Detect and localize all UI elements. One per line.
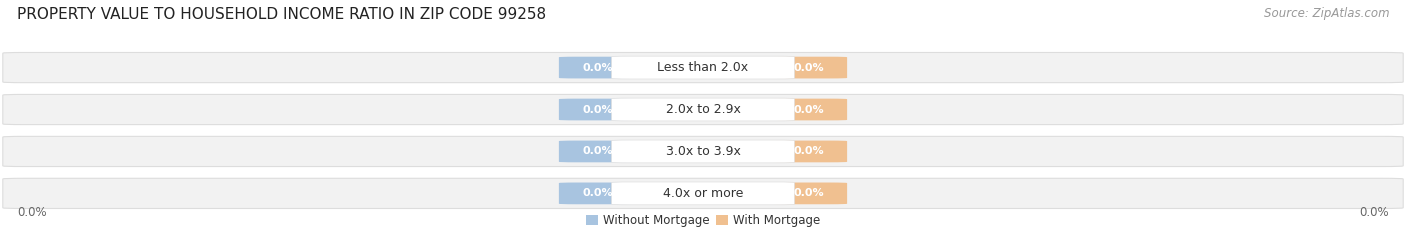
Text: 0.0%: 0.0%	[793, 105, 824, 114]
Text: 0.0%: 0.0%	[793, 147, 824, 156]
Text: 4.0x or more: 4.0x or more	[662, 187, 744, 200]
FancyBboxPatch shape	[612, 98, 794, 121]
Text: 0.0%: 0.0%	[1360, 206, 1389, 219]
Text: 0.0%: 0.0%	[793, 188, 824, 198]
FancyBboxPatch shape	[560, 140, 636, 162]
FancyBboxPatch shape	[560, 57, 636, 79]
FancyBboxPatch shape	[3, 94, 1403, 125]
Text: 0.0%: 0.0%	[582, 105, 613, 114]
Text: 0.0%: 0.0%	[582, 188, 613, 198]
Text: 0.0%: 0.0%	[17, 206, 46, 219]
Text: 3.0x to 3.9x: 3.0x to 3.9x	[665, 145, 741, 158]
FancyBboxPatch shape	[770, 57, 846, 79]
FancyBboxPatch shape	[3, 136, 1403, 167]
Text: 2.0x to 2.9x: 2.0x to 2.9x	[665, 103, 741, 116]
FancyBboxPatch shape	[770, 99, 846, 120]
FancyBboxPatch shape	[770, 140, 846, 162]
Text: 0.0%: 0.0%	[582, 63, 613, 72]
Text: Less than 2.0x: Less than 2.0x	[658, 61, 748, 74]
Legend: Without Mortgage, With Mortgage: Without Mortgage, With Mortgage	[586, 214, 820, 227]
FancyBboxPatch shape	[612, 182, 794, 205]
FancyBboxPatch shape	[3, 52, 1403, 83]
FancyBboxPatch shape	[3, 178, 1403, 209]
Text: 0.0%: 0.0%	[582, 147, 613, 156]
FancyBboxPatch shape	[612, 56, 794, 79]
FancyBboxPatch shape	[770, 182, 846, 204]
Text: 0.0%: 0.0%	[793, 63, 824, 72]
FancyBboxPatch shape	[612, 140, 794, 163]
FancyBboxPatch shape	[560, 99, 636, 120]
Text: Source: ZipAtlas.com: Source: ZipAtlas.com	[1264, 7, 1389, 20]
FancyBboxPatch shape	[560, 182, 636, 204]
Text: PROPERTY VALUE TO HOUSEHOLD INCOME RATIO IN ZIP CODE 99258: PROPERTY VALUE TO HOUSEHOLD INCOME RATIO…	[17, 7, 546, 22]
